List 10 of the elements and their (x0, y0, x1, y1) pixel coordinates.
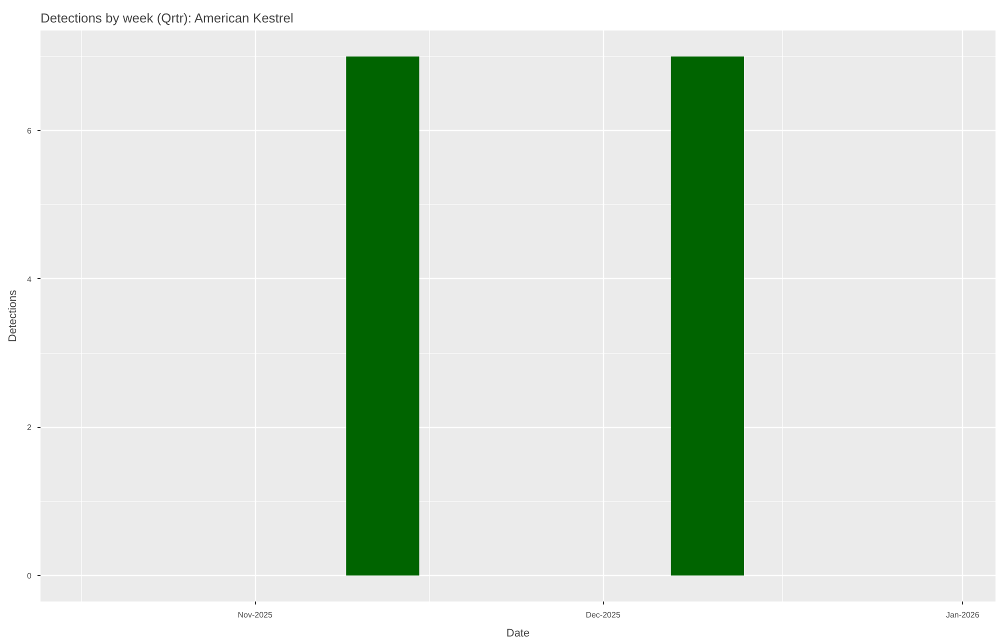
chart-title: Detections by week (Qrtr): American Kestrel (40, 10, 294, 26)
y-tick-label: 6 (27, 126, 32, 136)
y-tick-label: 4 (27, 274, 32, 284)
y-tick-label: 0 (27, 572, 32, 581)
y-tick-label: 2 (27, 423, 32, 432)
x-axis-title: Date (506, 628, 530, 640)
x-tick-label: Jan-2026 (946, 610, 980, 620)
x-tick-label: Dec-2025 (586, 610, 621, 620)
x-tick-label: Nov-2025 (238, 610, 273, 620)
y-axis-title: Detections (7, 290, 20, 342)
